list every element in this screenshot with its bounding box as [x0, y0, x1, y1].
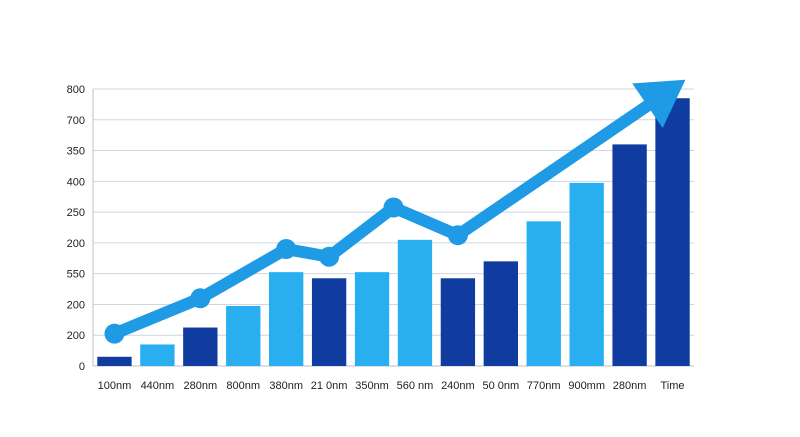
y-tick-label: 250	[67, 207, 85, 219]
bar	[97, 356, 132, 366]
x-tick-label: 350nm	[355, 380, 389, 392]
trend-point	[383, 197, 404, 218]
x-tick-label: 100nm	[98, 380, 132, 392]
trend-point	[447, 225, 468, 246]
trend-point	[276, 239, 297, 260]
x-tick-label: 440nm	[141, 380, 175, 392]
x-tick-label: Time	[661, 380, 685, 392]
trend-point	[104, 323, 125, 344]
x-tick-label: 50 0nm	[482, 380, 519, 392]
trend-point	[319, 246, 340, 267]
x-tick-label: 21 0nm	[311, 380, 348, 392]
bar	[612, 144, 647, 366]
y-tick-label: 800	[67, 84, 85, 96]
bar	[569, 182, 604, 366]
bar	[140, 344, 175, 366]
x-tick-label: 560 nm	[397, 380, 434, 392]
bar	[354, 272, 390, 366]
trend-point	[190, 288, 211, 309]
y-tick-label: 350	[67, 146, 85, 158]
bar	[269, 272, 304, 366]
bar	[311, 278, 347, 366]
x-axis-ticks: 100nm 440nm 280nm 800nm 380nm 21 0nm 350nm 560 …	[98, 380, 685, 392]
bar	[440, 278, 476, 366]
y-tick-label: 0	[79, 361, 85, 373]
x-tick-label: 900mm	[568, 380, 605, 392]
bar	[483, 261, 518, 366]
x-tick-label: 770nm	[527, 380, 561, 392]
bar	[397, 239, 433, 366]
x-tick-label: 800nm	[226, 380, 260, 392]
y-tick-label: 550	[67, 269, 85, 281]
x-tick-label: 240nm	[441, 380, 475, 392]
y-tick-label: 400	[67, 176, 85, 188]
trend-line	[104, 79, 686, 344]
y-axis-ticks: 0 200 200 550 200 250 400 350 700 800	[67, 84, 85, 373]
bar	[226, 305, 261, 366]
y-tick-label: 200	[67, 299, 85, 311]
bars	[97, 98, 690, 366]
bar	[655, 98, 690, 366]
bar	[526, 221, 561, 366]
x-tick-label: 280nm	[184, 380, 218, 392]
y-tick-label: 700	[67, 115, 85, 127]
y-tick-label: 200	[67, 238, 85, 250]
x-tick-label: 280nm	[613, 380, 647, 392]
x-tick-label: 380nm	[269, 380, 303, 392]
trend-arrow-head-icon	[632, 79, 686, 129]
bar	[183, 327, 218, 366]
y-tick-label: 200	[67, 330, 85, 342]
